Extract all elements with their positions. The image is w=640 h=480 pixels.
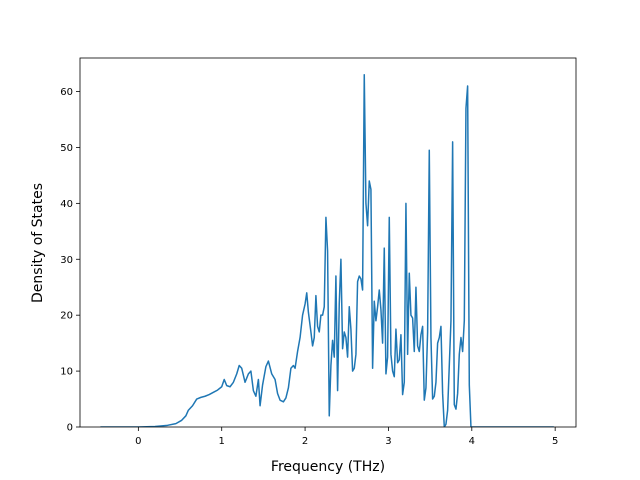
x-tick-label: 2 xyxy=(302,436,308,447)
y-axis-ticks: 0 10 20 30 40 50 60 xyxy=(60,87,80,434)
x-axis-ticks: 0 1 2 3 4 5 xyxy=(135,427,558,447)
y-tick-label: 50 xyxy=(60,143,73,154)
y-tick-label: 30 xyxy=(60,255,73,266)
y-tick-label: 40 xyxy=(60,199,73,210)
y-tick-label: 0 xyxy=(67,423,73,434)
x-axis-label: Frequency (THz) xyxy=(271,459,385,475)
plot-area xyxy=(100,74,555,427)
x-tick-label: 4 xyxy=(469,436,475,447)
y-axis-label: Density of States xyxy=(30,183,46,303)
x-tick-label: 1 xyxy=(219,436,225,447)
y-tick-label: 60 xyxy=(60,87,73,98)
axes-frame xyxy=(79,57,577,428)
y-tick-label: 20 xyxy=(60,311,73,322)
x-tick-label: 3 xyxy=(385,436,391,447)
x-tick-label: 5 xyxy=(552,436,558,447)
axes-border xyxy=(79,57,577,428)
x-tick-label: 0 xyxy=(135,436,141,447)
series-line-dos xyxy=(100,74,555,427)
y-tick-label: 10 xyxy=(60,367,73,378)
